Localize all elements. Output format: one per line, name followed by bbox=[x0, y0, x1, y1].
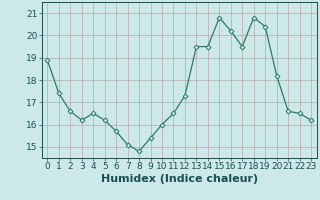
X-axis label: Humidex (Indice chaleur): Humidex (Indice chaleur) bbox=[100, 174, 258, 184]
